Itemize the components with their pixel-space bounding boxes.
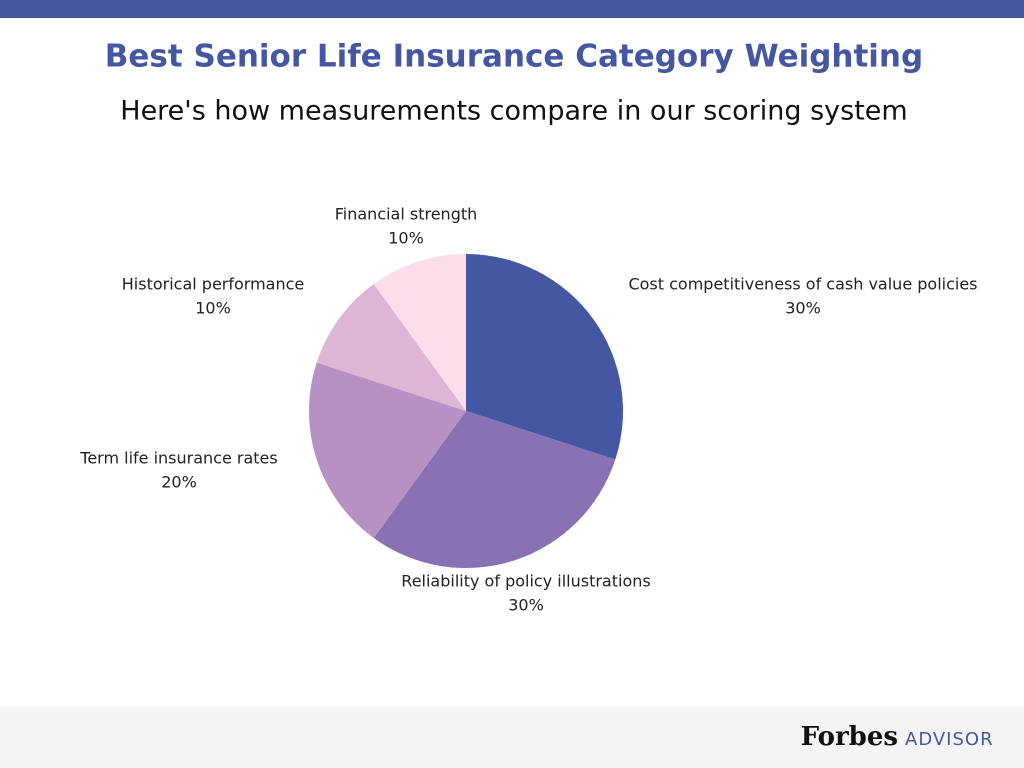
slice-category-label: Financial strength [335,205,478,224]
slice-value-label: 10% [388,229,424,248]
slice-value-label: 10% [195,299,231,318]
chart-title: Best Senior Life Insurance Category Weig… [105,39,923,75]
slice-value-label: 30% [508,596,544,615]
slice-category-label: Reliability of policy illustrations [401,572,650,591]
slice-category-label: Cost competitiveness of cash value polic… [628,275,977,294]
pie-slice [309,362,466,539]
slice-value-label: 30% [785,299,821,318]
footer-brand: Forbes [801,722,898,752]
slice-value-label: 20% [161,473,197,492]
footer-band [0,706,1024,768]
slice-category-label: Term life insurance rates [79,449,277,468]
pie-slice [373,254,466,411]
top-bar [0,0,1024,18]
pie-slice [373,411,616,568]
pie-slice [466,254,623,460]
pie-slice [316,283,466,411]
slice-category-label: Historical performance [122,275,305,294]
chart-subtitle: Here's how measurements compare in our s… [120,96,907,127]
footer-product: ADVISOR [905,729,994,750]
